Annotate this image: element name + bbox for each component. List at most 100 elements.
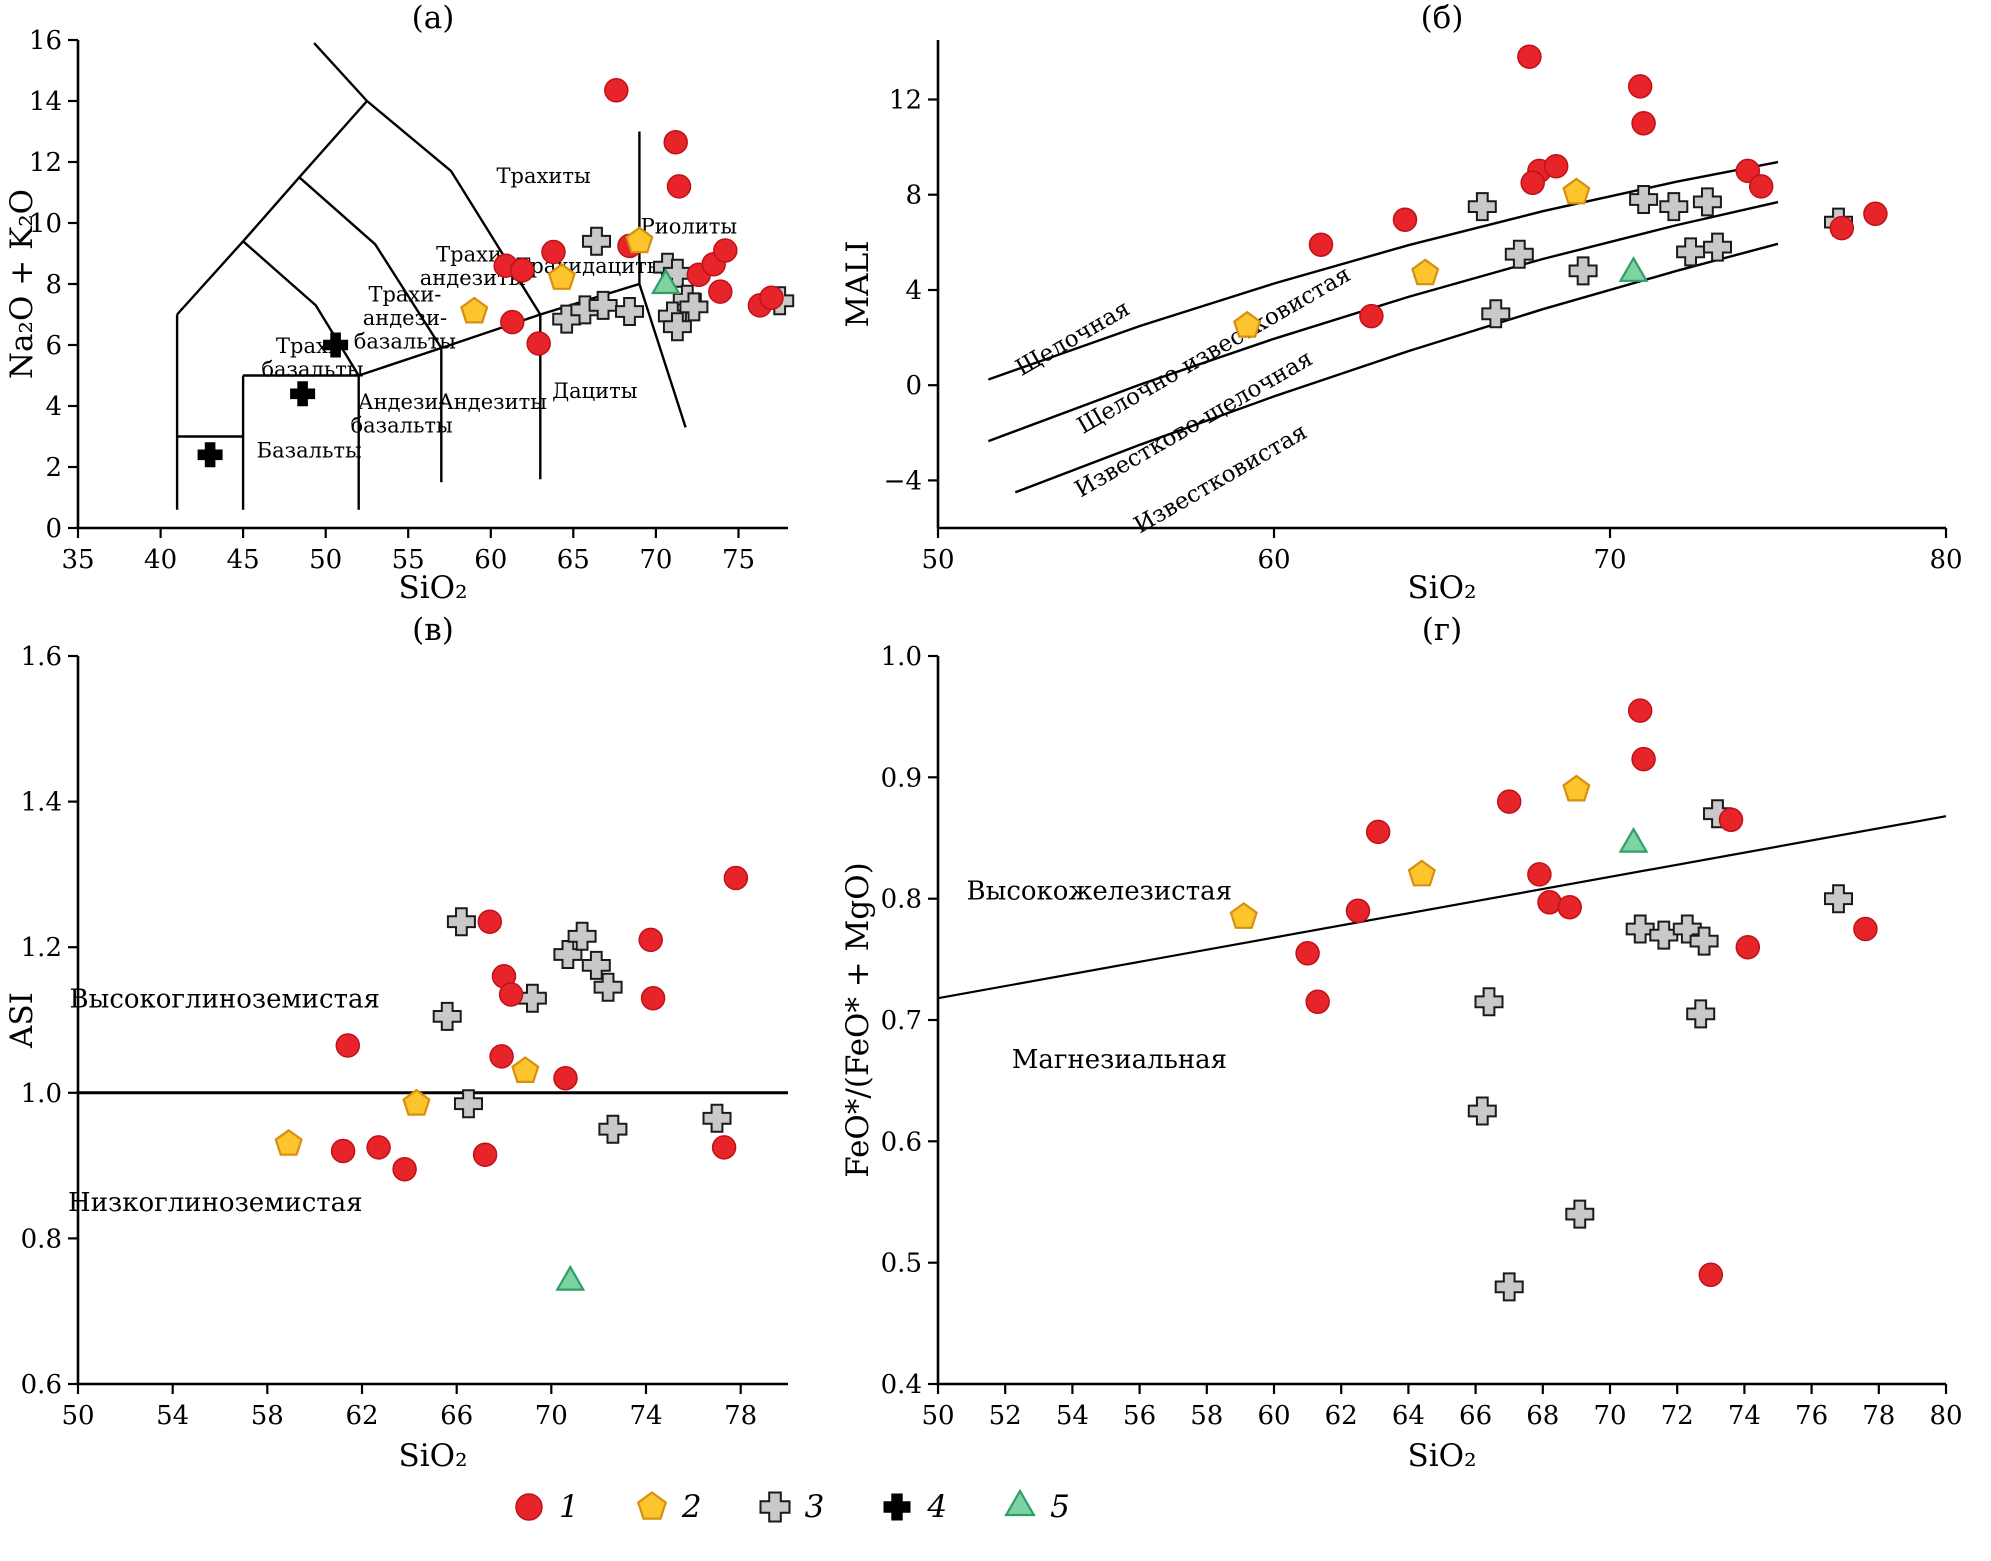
point-series-2	[547, 263, 576, 290]
field-label: Трахиты	[497, 164, 591, 188]
point-series-1	[1748, 174, 1774, 199]
x-tick-label: 64	[1392, 1401, 1425, 1431]
field-label: Базальты	[257, 439, 362, 463]
y-tick-label: 0	[45, 514, 62, 544]
point-series-1	[1627, 698, 1653, 723]
x-axis-label: SiO₂	[399, 1438, 468, 1474]
boundary-line	[937, 815, 1947, 1000]
field-label: Дациты	[552, 379, 637, 403]
point-series-3	[553, 940, 583, 969]
point-series-3	[1565, 1199, 1595, 1229]
x-tick-label: 55	[392, 545, 425, 575]
point-series-1	[553, 1065, 578, 1091]
x-tick-label: 66	[440, 1401, 473, 1431]
point-series-1	[713, 238, 738, 263]
point-series-3	[1504, 239, 1534, 269]
point-series-1	[392, 1156, 417, 1182]
point-series-1	[500, 309, 525, 335]
y-tick-label: 1.6	[21, 642, 62, 672]
x-tick-label: 50	[921, 545, 954, 575]
y-tick-label: 0.8	[881, 885, 922, 915]
circle-marker-icon	[515, 1493, 543, 1521]
point-series-3	[454, 1089, 483, 1119]
point-series-3	[1467, 1096, 1497, 1126]
x-tick-label: 60	[1257, 545, 1290, 575]
panel-title: (в)	[412, 612, 454, 648]
legend: 1 2 3 4 5	[0, 1488, 1580, 1526]
point-series-2	[625, 226, 654, 254]
y-tick-label: 1.4	[21, 788, 62, 818]
y-tick-label: 10	[29, 209, 62, 239]
boundary-line	[638, 283, 687, 428]
y-tick-label: 0.6	[881, 1127, 922, 1157]
point-series-3	[1629, 185, 1659, 214]
point-series-5	[555, 1264, 586, 1291]
tas-chart: (а) 35 40 45 50 55 60 65 70 75 0 2 4 6 8 10 12 14 16 SiO₂ Na…	[4, 0, 795, 606]
point-series-1	[489, 1044, 514, 1069]
asi-chart: (в) 50 54 58 62 66 70 74 78 0.6 0.8 1.0 1.2 1.4 1.6 SiO…	[4, 612, 788, 1474]
boundary-line	[313, 42, 368, 102]
point-series-3	[432, 1001, 462, 1031]
legend-label: 2	[681, 1488, 702, 1525]
y-tick-label: 0.6	[21, 1370, 62, 1400]
y-tick-label: 1.0	[881, 642, 922, 672]
boundary-line	[987, 200, 1779, 443]
legend-item-5: 5	[1001, 1488, 1070, 1526]
point-series-2	[1562, 774, 1591, 802]
point-series-1	[1631, 746, 1656, 772]
point-series-1	[711, 1135, 737, 1160]
y-tick-label: 8	[905, 181, 922, 211]
legend-item-2: 2	[633, 1488, 702, 1526]
y-axis-label: FeO*/(FeO* + MgO)	[840, 862, 876, 1177]
point-series-1	[330, 1138, 356, 1164]
y-tick-label: 16	[29, 26, 62, 56]
point-series-1	[477, 909, 503, 934]
field-label: Трахи-андези-базальты	[354, 282, 456, 353]
point-series-1	[604, 78, 629, 103]
field-label: Магнезиальная	[1012, 1045, 1227, 1075]
field-label: Трахи-базальты	[261, 334, 363, 382]
point-series-1	[1517, 44, 1542, 69]
legend-label: 1	[559, 1488, 579, 1525]
x-tick-label: 54	[156, 1401, 189, 1431]
x-tick-label: 40	[144, 545, 177, 575]
point-series-3	[567, 921, 597, 951]
boundary-line	[988, 160, 1779, 381]
cross-marker-icon	[759, 1491, 791, 1523]
x-tick-label: 35	[61, 545, 94, 575]
x-tick-label: 74	[629, 1401, 662, 1431]
point-series-1	[1520, 170, 1545, 196]
point-series-3	[1649, 920, 1679, 950]
x-tick-label: 70	[1593, 545, 1626, 575]
boundary-line	[242, 240, 360, 377]
point-series-1	[541, 239, 566, 265]
point-series-1	[1698, 1262, 1724, 1288]
pentagon-marker-icon	[636, 1491, 667, 1520]
point-series-5	[1618, 826, 1649, 853]
mali-chart: (б)50 60 70 80−404812SiO₂MALIЩелочнаяЩелочн…	[840, 0, 1963, 606]
point-series-1	[1543, 153, 1569, 179]
point-series-2	[1407, 859, 1436, 887]
point-series-3	[1474, 987, 1504, 1017]
y-tick-label: 12	[889, 86, 922, 116]
point-series-2	[460, 296, 489, 324]
x-axis-label: SiO₂	[1408, 570, 1477, 606]
point-series-3	[1689, 926, 1719, 956]
legend-item-3: 3	[756, 1488, 824, 1526]
point-series-1	[663, 129, 688, 155]
y-tick-label: 0.9	[881, 763, 922, 793]
y-tick-label: 0.8	[21, 1224, 62, 1254]
x-tick-label: 60	[474, 545, 507, 575]
point-series-1	[1295, 941, 1320, 966]
point-series-3	[1625, 914, 1655, 944]
y-tick-label: 4	[905, 276, 922, 306]
point-series-3	[1494, 1272, 1524, 1302]
circle-marker-icon	[515, 1493, 543, 1521]
point-series-1	[1557, 894, 1582, 920]
field-label: Андези-базальты	[350, 390, 452, 438]
y-tick-label: 6	[45, 331, 62, 361]
point-series-1	[498, 982, 524, 1007]
point-series-1	[1392, 207, 1418, 232]
point-series-1	[509, 258, 535, 283]
point-series-1	[1863, 201, 1888, 227]
